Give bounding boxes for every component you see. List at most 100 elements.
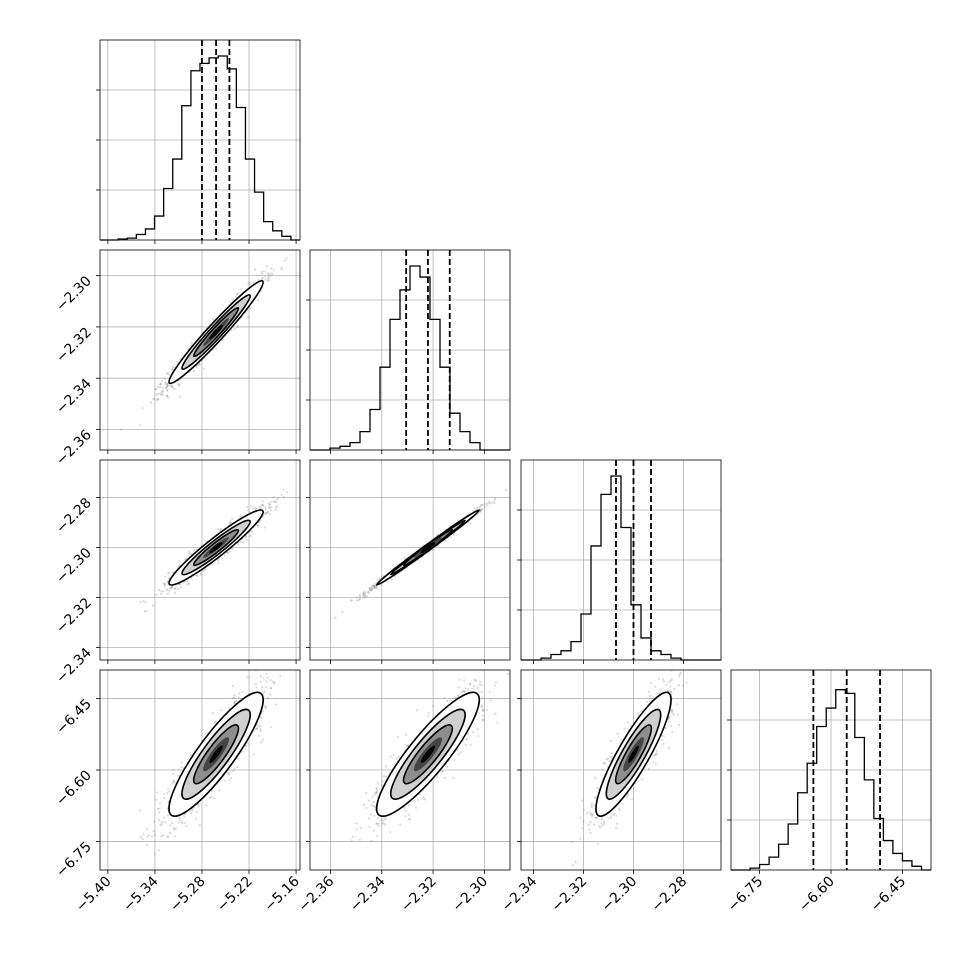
histogram-step: [521, 475, 721, 661]
scatter-point: [264, 705, 268, 708]
density-contour: [209, 324, 223, 340]
scatter-point: [153, 853, 156, 856]
scatter-point: [253, 506, 256, 509]
scatter-point: [266, 279, 269, 282]
scatter-point: [176, 382, 179, 385]
y-tick-label: −2.34: [53, 376, 95, 418]
scatter-point: [251, 530, 254, 533]
scatter-point: [202, 569, 205, 572]
scatter-point: [483, 503, 486, 506]
scatter-content: [139, 488, 289, 613]
scatter-point: [195, 365, 198, 369]
scatter-point: [479, 508, 482, 511]
scatter-point: [227, 551, 230, 554]
y-tick-label: −2.30: [53, 273, 95, 315]
scatter-point: [259, 728, 262, 731]
scatter-point: [257, 299, 260, 302]
histogram-step: [731, 689, 931, 871]
scatter-point: [367, 590, 370, 593]
panels: −6.75 −6.60 −6.45−2.36−2.34−2.32−2.30−2.34…: [53, 39, 932, 915]
scatter-point: [259, 729, 262, 733]
scatter-point: [167, 396, 170, 399]
scatter-point: [156, 386, 160, 389]
scatter-point: [153, 833, 156, 837]
scatter-point: [171, 586, 174, 589]
scatter-point: [241, 691, 244, 694]
scatter-point: [505, 488, 508, 492]
scatter-point: [275, 500, 278, 504]
scatter-point: [280, 493, 283, 496]
scatter-point: [245, 745, 248, 748]
scatter-point: [286, 491, 289, 494]
scatter-point: [270, 267, 273, 270]
scatter-point: [232, 769, 235, 773]
scatter-point: [271, 272, 274, 275]
scatter-point: [261, 738, 265, 741]
scatter-point: [166, 814, 169, 817]
scatter-point: [164, 381, 167, 384]
scatter-point: [188, 552, 191, 555]
scatter-point: [362, 595, 365, 598]
scatter-point: [166, 383, 169, 386]
scatter-point: [246, 676, 249, 679]
scatter-point: [273, 500, 276, 503]
scatter-point: [273, 500, 276, 503]
scatter-point: [272, 496, 275, 499]
scatter-point: [267, 279, 271, 282]
scatter-point: [210, 796, 213, 799]
scatter-point: [267, 275, 270, 279]
scatter-point: [491, 501, 494, 504]
scatter-point: [255, 524, 258, 527]
scatter-point: [356, 599, 359, 602]
hist-panel: −6.75 −6.60 −6.45: [725, 669, 932, 915]
scatter-point: [479, 505, 482, 508]
scatter-point: [268, 503, 271, 506]
scatter-point: [152, 398, 155, 401]
scatter-point: [362, 591, 365, 594]
scatter-point: [265, 264, 268, 268]
scatter-point: [265, 512, 268, 515]
scatter-point: [139, 600, 142, 603]
scatter-point: [236, 324, 239, 327]
scatter-point: [142, 833, 145, 836]
scatter-point: [247, 509, 250, 512]
scatter-point: [269, 693, 272, 696]
scatter-point: [173, 828, 176, 831]
scatter-point: [195, 574, 199, 577]
scatter-point: [176, 361, 179, 364]
scatter-point: [160, 835, 163, 838]
scatter-point: [368, 587, 372, 590]
scatter-point: [171, 782, 174, 785]
scatter-point: [444, 539, 447, 542]
scatter-point: [235, 295, 238, 298]
scatter-point: [255, 727, 258, 731]
scatter-point: [494, 497, 497, 500]
scatter-point: [173, 835, 177, 838]
scatter-point: [173, 388, 176, 391]
scatter-point: [164, 582, 167, 586]
scatter-point: [487, 501, 490, 504]
scatter-panel: −6.75−6.60−6.45−5.40 −5.34 −5.28 −5.22 −5.16: [53, 669, 303, 915]
scatter-point: [161, 379, 164, 382]
y-tick-label: −2.32: [53, 324, 95, 366]
scatter-point: [166, 383, 169, 386]
scatter-point: [220, 709, 223, 712]
scatter-point: [158, 589, 161, 592]
scatter-point: [262, 515, 265, 518]
scatter-point: [161, 390, 164, 393]
scatter-point: [253, 268, 257, 271]
y-tick-label: −2.30: [53, 545, 95, 587]
scatter-point: [264, 511, 267, 514]
scatter-point: [190, 341, 193, 344]
scatter-point: [263, 270, 266, 273]
scatter-point: [358, 595, 361, 598]
scatter-point: [149, 401, 153, 404]
scatter-point: [153, 397, 156, 400]
scatter-point: [263, 526, 266, 529]
scatter-point: [164, 387, 167, 390]
scatter-point: [156, 397, 159, 400]
scatter-point: [144, 601, 147, 604]
scatter-point: [238, 692, 241, 695]
scatter-point: [247, 315, 250, 318]
